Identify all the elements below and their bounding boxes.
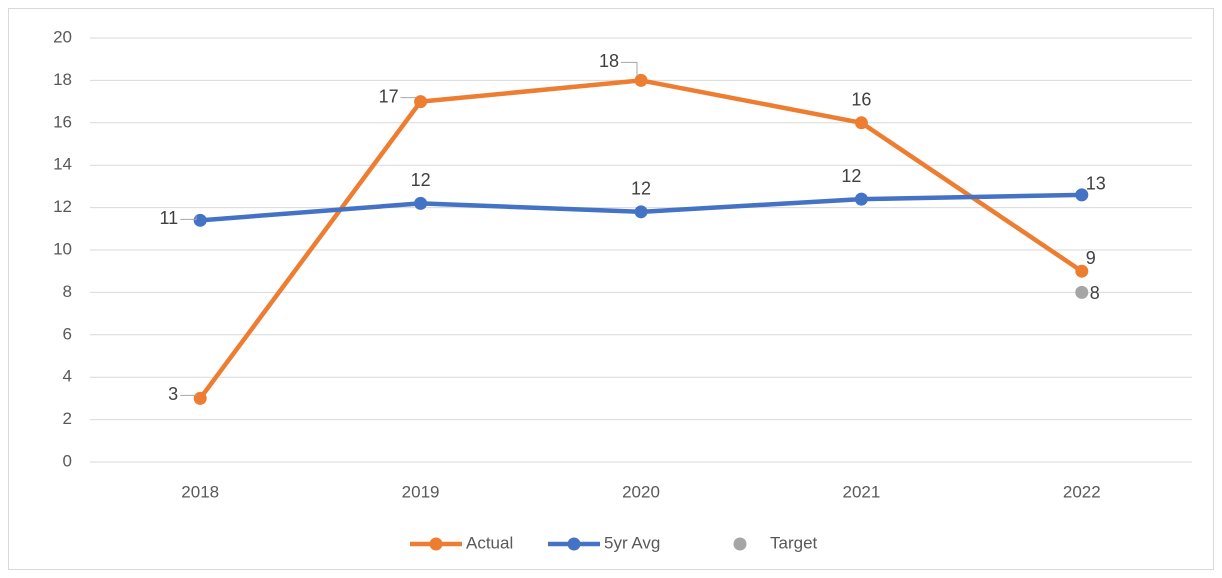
legend-label: 5yr Avg: [604, 533, 660, 552]
data-label: 12: [411, 170, 431, 190]
point-marker: [1075, 188, 1089, 202]
data-label: 3: [168, 384, 178, 404]
legend-swatch-marker: [733, 537, 747, 551]
y-tick-label: 0: [63, 451, 72, 470]
x-tick-label: 2020: [622, 482, 660, 501]
point-marker: [634, 205, 648, 219]
y-tick-label: 18: [53, 70, 72, 89]
point-marker: [634, 73, 648, 87]
data-label: 16: [851, 90, 871, 110]
x-tick-label: 2021: [842, 482, 880, 501]
y-tick-label: 20: [53, 27, 72, 46]
y-tick-label: 12: [53, 197, 72, 216]
chart-frame: [8, 8, 1214, 570]
data-label: 8: [1090, 283, 1100, 303]
y-tick-label: 4: [63, 367, 72, 386]
leader-line: [180, 216, 197, 220]
point-marker: [414, 196, 428, 210]
y-tick-label: 16: [53, 112, 72, 131]
data-label: 12: [631, 179, 651, 199]
point-marker: [1075, 285, 1089, 299]
leader-line: [180, 394, 197, 396]
x-tick-label: 2019: [402, 482, 440, 501]
y-tick-label: 6: [63, 324, 72, 343]
data-label: 13: [1086, 174, 1106, 194]
point-marker: [193, 391, 207, 405]
x-tick-label: 2018: [181, 482, 219, 501]
data-label: 11: [160, 208, 179, 228]
point-marker: [1075, 264, 1089, 278]
y-tick-label: 8: [63, 282, 72, 301]
legend-swatch-marker: [567, 537, 581, 551]
y-tick-label: 2: [63, 409, 72, 428]
leader-line: [621, 61, 638, 77]
point-marker: [854, 116, 868, 130]
data-label: 12: [841, 166, 861, 186]
data-label: 9: [1086, 248, 1096, 268]
data-label: 18: [599, 51, 619, 71]
legend-label: Actual: [466, 533, 513, 552]
data-label: 17: [379, 86, 399, 106]
point-marker: [854, 192, 868, 206]
point-marker: [193, 213, 207, 227]
y-tick-label: 10: [53, 239, 72, 258]
y-tick-label: 14: [53, 155, 72, 174]
point-marker: [414, 95, 428, 109]
legend-swatch-marker: [429, 537, 443, 551]
legend-label: Target: [770, 533, 818, 552]
x-tick-label: 2022: [1063, 482, 1101, 501]
